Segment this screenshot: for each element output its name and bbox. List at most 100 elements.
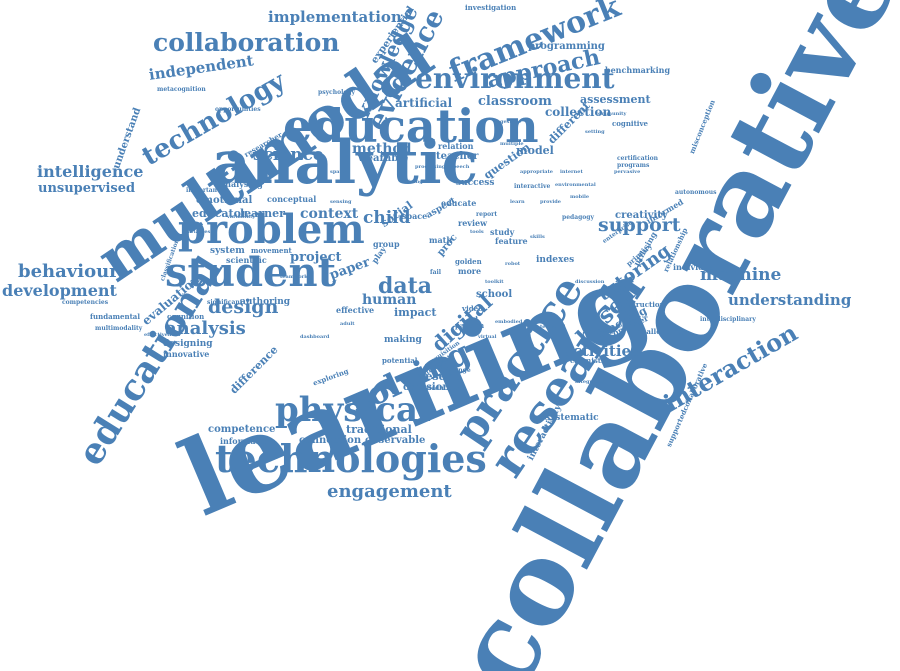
- cloud-word: competence: [208, 424, 276, 435]
- cloud-word: setting: [585, 129, 605, 135]
- cloud-word: project: [290, 250, 342, 265]
- cloud-word: training: [400, 179, 423, 185]
- cloud-word: integrated: [575, 379, 605, 385]
- cloud-word: instruction: [621, 300, 665, 309]
- cloud-word: metacognition: [157, 86, 206, 93]
- cloud-word: pervasive: [614, 169, 641, 175]
- cloud-word: provide: [540, 199, 561, 205]
- cloud-word: learn: [510, 199, 525, 205]
- cloud-word: creativity: [615, 210, 668, 221]
- cloud-word: multimodality: [95, 325, 143, 332]
- cloud-word: temporal: [540, 324, 566, 330]
- cloud-word: sensing: [330, 199, 352, 205]
- cloud-word: opportunities: [215, 106, 261, 113]
- cloud-word: certification: [617, 155, 659, 162]
- cloud-word: education: [283, 99, 539, 153]
- cloud-word: present: [412, 370, 459, 383]
- cloud-word: problem: [178, 206, 365, 253]
- cloud-word: support: [598, 214, 681, 236]
- cloud-word: tools: [470, 229, 484, 235]
- cloud-word: information: [220, 436, 274, 446]
- cloud-word: conceptual: [267, 194, 317, 204]
- cloud-word: understanding: [728, 291, 852, 309]
- cloud-word: behaviour: [18, 261, 119, 282]
- cloud-word: autonomous: [675, 189, 717, 196]
- cloud-word: educate: [441, 198, 477, 208]
- cloud-word: teamwork: [280, 274, 308, 280]
- cloud-word: collection: [545, 105, 612, 119]
- cloud-word: analytic: [212, 128, 479, 198]
- cloud-word: robot: [505, 261, 521, 267]
- cloud-word: challenging: [637, 327, 684, 336]
- cloud-word: physical: [275, 390, 431, 430]
- cloud-word: multiple: [500, 141, 524, 147]
- cloud-word: variables: [185, 229, 211, 235]
- cloud-word: analysis: [165, 318, 246, 339]
- cloud-word: implementation: [268, 8, 402, 26]
- cloud-word: relation: [438, 141, 474, 151]
- cloud-word: context: [300, 206, 359, 222]
- cloud-word: spatial: [330, 169, 349, 175]
- cloud-word: designing: [163, 339, 213, 349]
- cloud-word: challenge: [438, 367, 471, 374]
- cloud-word: psychology: [318, 89, 356, 96]
- cloud-word: study: [490, 227, 515, 237]
- cloud-word: student: [165, 249, 337, 296]
- cloud-word: innovative: [163, 349, 210, 359]
- cloud-word: environment: [415, 62, 615, 95]
- cloud-word: discussion: [575, 279, 605, 285]
- cloud-word: more: [458, 266, 482, 276]
- cloud-word: potential: [382, 356, 418, 365]
- cloud-word: mobile: [570, 194, 590, 200]
- cloud-word: programming: [528, 41, 605, 52]
- cloud-word: effective: [336, 305, 375, 315]
- cloud-word: learner: [240, 207, 285, 220]
- cloud-word: understand: [111, 106, 144, 171]
- cloud-word: collaboration: [153, 28, 340, 57]
- cloud-word: individual: [673, 262, 718, 272]
- cloud-word: observable: [365, 435, 426, 446]
- cloud-word: systematic: [545, 413, 599, 423]
- cloud-word: processing: [415, 164, 446, 170]
- cloud-word: pedagogy: [562, 214, 594, 221]
- cloud-word: indexes: [536, 255, 575, 265]
- cloud-word: design: [208, 296, 279, 318]
- cloud-word: fundamental: [90, 312, 140, 321]
- cloud-word: virtual: [478, 334, 497, 340]
- cloud-word: chemistry: [570, 356, 609, 365]
- cloud-word: intelligence: [37, 162, 144, 181]
- cloud-word: teacher: [436, 151, 479, 162]
- cloud-word: feature: [495, 236, 528, 246]
- cloud-word: authoring: [240, 297, 291, 307]
- cloud-word: pattern: [455, 321, 485, 330]
- cloud-word: fail: [430, 269, 442, 276]
- cloud-word: school: [476, 289, 513, 300]
- cloud-word: toolkit: [485, 279, 504, 285]
- cloud-word: data: [378, 273, 433, 299]
- cloud-word: report: [476, 211, 498, 218]
- cloud-word: engagement: [327, 481, 452, 502]
- cloud-word: adult: [340, 321, 355, 327]
- cloud-word: group: [373, 239, 400, 249]
- cloud-word: embodied: [495, 319, 523, 325]
- cloud-word: model: [516, 144, 554, 157]
- cloud-word: decision: [403, 382, 450, 393]
- cloud-word: significant: [207, 299, 243, 306]
- cloud-word: video: [462, 304, 483, 313]
- cloud-word: child: [363, 208, 411, 228]
- cloud-word: movement: [251, 246, 292, 255]
- cloud-word: space: [402, 211, 428, 221]
- cloud-word: analysing: [220, 179, 263, 189]
- cloud-word: impact: [394, 306, 437, 319]
- cloud-word: programs: [617, 162, 650, 169]
- cloud-word: success: [456, 178, 495, 188]
- cloud-word: skills: [530, 234, 545, 240]
- cloud-word: independent: [147, 51, 255, 84]
- cloud-word: wearable: [358, 153, 409, 164]
- cloud-word: cognition: [167, 312, 205, 321]
- cloud-word: emotional: [196, 195, 253, 206]
- cloud-word: technologies: [215, 436, 487, 481]
- cloud-word: gesture: [500, 119, 522, 125]
- cloud-word: interactive: [514, 183, 551, 190]
